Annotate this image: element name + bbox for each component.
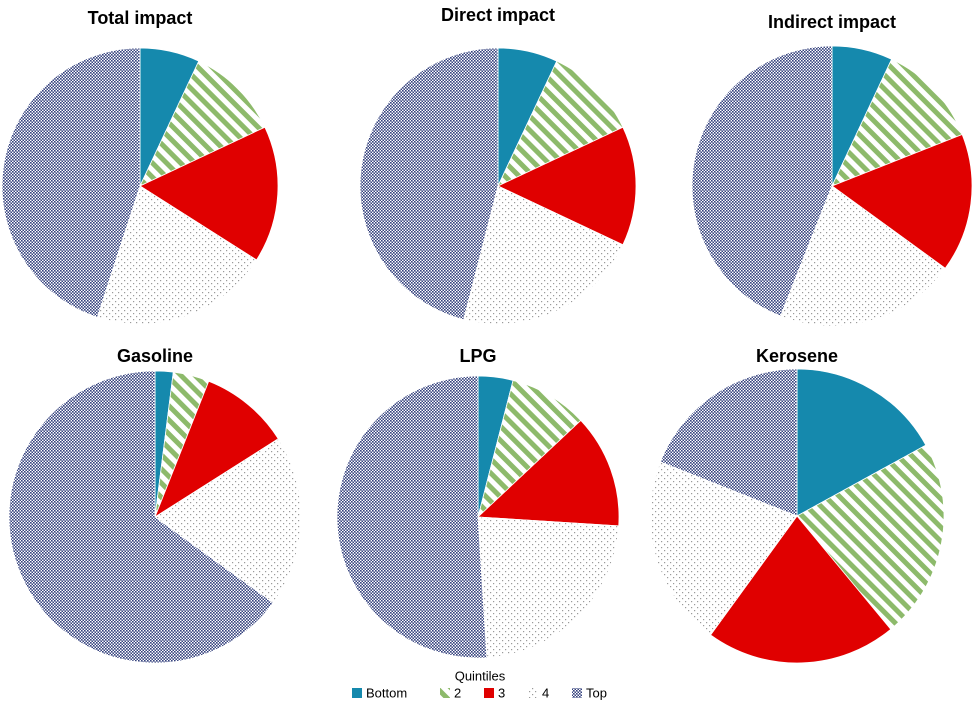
legend-label: Top xyxy=(586,685,607,700)
legend-swatch xyxy=(440,688,450,698)
legend-label: 3 xyxy=(498,685,505,700)
pie-slice xyxy=(796,444,945,630)
pie-slice xyxy=(710,515,892,664)
chart-title: Gasoline xyxy=(117,346,193,366)
pie-slice xyxy=(477,379,582,519)
pie-slice xyxy=(1,47,141,318)
chart-title: LPG xyxy=(459,346,496,366)
pie-slice xyxy=(359,47,499,321)
pie-slice xyxy=(497,126,637,246)
pie-slice xyxy=(831,133,973,269)
pie-slice xyxy=(154,438,302,604)
chart-title: Kerosene xyxy=(756,346,838,366)
pie-slice xyxy=(154,380,279,518)
pie-slice xyxy=(477,419,620,527)
pie-slice xyxy=(139,60,266,187)
legend-swatch xyxy=(352,688,362,698)
chart-title: Total impact xyxy=(88,8,193,28)
pie-slice xyxy=(497,60,624,187)
pie-slice xyxy=(463,185,624,325)
pie-slice xyxy=(649,461,798,636)
legend-label: 4 xyxy=(542,685,549,700)
pie-slice xyxy=(659,368,798,517)
legend-swatch xyxy=(528,688,538,698)
chart-title: Indirect impact xyxy=(768,12,896,32)
legend-label: Bottom xyxy=(366,685,407,700)
pie-slice xyxy=(477,516,620,659)
legend-swatch xyxy=(572,688,582,698)
legend-label: 2 xyxy=(454,685,461,700)
legend-title: Quintiles xyxy=(455,668,506,683)
pie-slice xyxy=(779,185,946,327)
pie-slice xyxy=(796,368,927,517)
legend-swatch xyxy=(484,688,494,698)
pie-slice xyxy=(8,370,274,664)
chart-title: Direct impact xyxy=(441,5,555,25)
pie-slice xyxy=(96,185,258,325)
pie-slice xyxy=(336,375,488,659)
pie-slice xyxy=(691,45,833,317)
pie-slice xyxy=(831,58,963,187)
pie-slice xyxy=(139,126,279,261)
